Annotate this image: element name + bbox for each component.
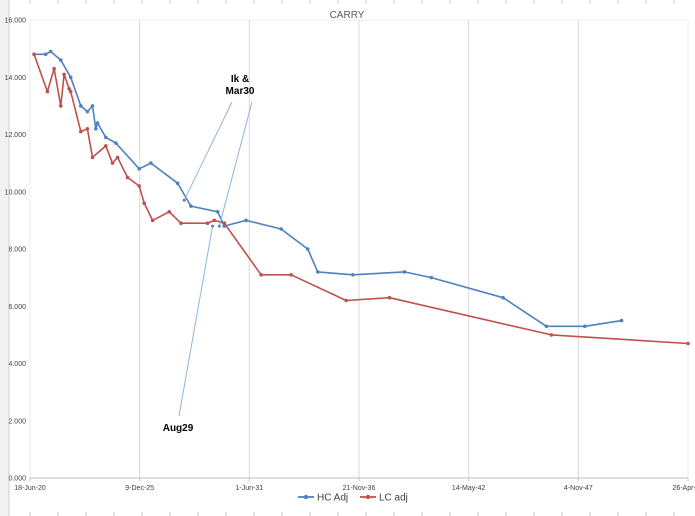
data-point-lc-adj (179, 221, 183, 225)
data-point-hc-adj (544, 324, 549, 329)
y-tick-label: 14.000 (5, 75, 27, 82)
data-point-lc-adj (222, 221, 227, 225)
annotation-arrow (183, 101, 233, 201)
data-point-lc-adj (686, 341, 690, 346)
row-header-strip (0, 0, 9, 516)
data-point-lc-adj (259, 273, 263, 277)
data-point-hc-adj (429, 275, 434, 280)
data-point-lc-adj (212, 218, 217, 223)
data-point-hc-adj (175, 181, 180, 185)
data-point-hc-adj (68, 75, 73, 80)
legend: HC Adj LC adj (298, 493, 408, 504)
data-point-lc-adj (90, 155, 95, 160)
y-tick-label: 16.000 (5, 18, 27, 25)
legend-marker (303, 494, 309, 500)
data-point-hc-adj (94, 127, 98, 131)
data-point-lc-adj (150, 218, 155, 223)
series-line-hc-adj (34, 50, 622, 328)
data-point-lc-adj (142, 201, 146, 205)
data-point-lc-adj (79, 129, 83, 134)
data-point-lc-adj (52, 66, 56, 71)
data-point-hc-adj (104, 135, 108, 140)
column-header-ticks (29, 0, 675, 516)
data-point-hc-adj (189, 204, 193, 208)
x-tick-label: 14-May-42 (452, 485, 486, 492)
x-tick-label: 18-Jun-20 (14, 485, 46, 492)
data-point-lc-adj (125, 175, 130, 180)
data-point-lc-adj (68, 89, 73, 94)
y-tick-label: 10.000 (5, 189, 27, 196)
data-point-lc-adj (344, 298, 349, 303)
legend-label: LC adj (379, 493, 408, 504)
y-tick-label: 2.000 (8, 418, 26, 425)
data-point-hc-adj (59, 58, 63, 62)
data-point-hc-adj (279, 227, 283, 231)
series-line-lc-adj (33, 54, 689, 345)
data-point-hc-adj (316, 270, 320, 274)
data-point-hc-adj (305, 247, 310, 251)
annotation-arrow (178, 226, 214, 417)
data-point-hc-adj (95, 121, 100, 125)
data-point-lc-adj (110, 161, 115, 165)
annotation-arrow (218, 101, 253, 227)
y-tick-label: 12.000 (5, 132, 27, 139)
data-point-hc-adj (43, 52, 48, 57)
y-axis-ticks: 0.000 2.000 4.000 6.000 8.000 10.000 12.000 14.… (5, 18, 27, 483)
x-tick-label: 4-Nov-47 (564, 485, 593, 492)
series-layer (32, 49, 690, 346)
data-point-lc-adj (59, 104, 63, 108)
legend-label: HC Adj (317, 493, 348, 504)
gridlines (139, 20, 579, 478)
chart-title: CARRY (330, 10, 365, 21)
data-point-lc-adj (85, 127, 90, 131)
data-point-lc-adj (67, 86, 71, 91)
data-point-hc-adj (501, 295, 505, 300)
data-point-hc-adj (114, 141, 118, 145)
data-point-hc-adj (351, 273, 355, 277)
y-tick-label: 6.000 (8, 304, 26, 311)
data-point-lc-adj (387, 295, 392, 300)
data-point-hc-adj (215, 210, 220, 214)
data-point-hc-adj (85, 109, 90, 114)
annotation-arrowhead (211, 224, 215, 228)
x-tick-label: 9-Dec-25 (125, 485, 154, 492)
y-tick-label: 4.000 (8, 361, 26, 368)
data-point-lc-adj (45, 89, 50, 94)
annotation-arrowhead (182, 198, 186, 202)
data-point-lc-adj (32, 52, 36, 57)
data-point-hc-adj (149, 161, 153, 165)
annotation-arrowhead (217, 224, 221, 228)
x-tick-label: 1-Jun-31 (236, 485, 264, 492)
data-point-hc-adj (79, 104, 83, 108)
data-point-lc-adj (115, 155, 120, 160)
data-point-lc-adj (289, 273, 293, 277)
data-point-lc-adj (167, 210, 171, 214)
data-point-hc-adj (402, 270, 407, 274)
data-point-lc-adj (104, 144, 108, 148)
data-point-hc-adj (90, 104, 95, 108)
annotations: Ik &Mar30 Aug29 (163, 74, 255, 434)
x-axis-ticks: 18-Jun-20 9-Dec-25 1-Jun-31 21-Nov-36 14-May… (14, 478, 695, 492)
legend-marker (365, 494, 371, 500)
data-point-hc-adj (137, 167, 141, 171)
x-tick-label: 26-Apr-53 (672, 485, 695, 492)
data-point-hc-adj (583, 324, 587, 329)
annotation-label: Aug29 (163, 423, 194, 434)
y-tick-label: 8.000 (8, 247, 26, 254)
data-point-lc-adj (549, 333, 554, 337)
x-tick-label: 21-Nov-36 (343, 485, 376, 492)
data-point-lc-adj (62, 72, 66, 77)
data-point-hc-adj (244, 218, 248, 223)
data-point-hc-adj (619, 318, 624, 323)
annotation-label: Ik & (231, 74, 249, 85)
annotation-label: Mar30 (226, 86, 255, 97)
data-point-lc-adj (205, 221, 210, 225)
data-point-lc-adj (137, 184, 141, 188)
y-tick-label: 0.000 (8, 476, 26, 483)
data-point-hc-adj (48, 49, 53, 54)
